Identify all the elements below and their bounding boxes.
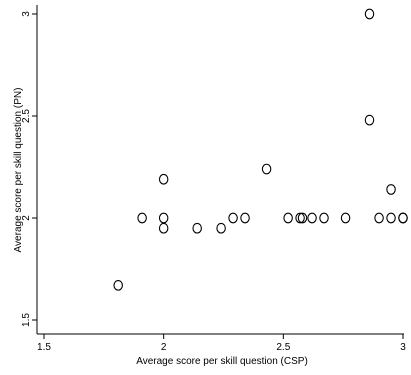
data-point bbox=[192, 222, 202, 234]
data-point bbox=[319, 212, 329, 224]
data-point bbox=[364, 8, 375, 20]
data-point bbox=[283, 212, 293, 224]
data-point bbox=[295, 212, 305, 224]
x-axis-title: Average score per skill question (CSP) bbox=[136, 356, 308, 367]
y-axis: 1.5 2 2.5 3 bbox=[21, 5, 38, 334]
data-point bbox=[386, 184, 396, 195]
data-point bbox=[240, 212, 250, 224]
data-point bbox=[228, 212, 238, 224]
y-tick-label: 3 bbox=[21, 11, 32, 17]
data-point bbox=[374, 212, 384, 224]
x-tick-label: 1.5 bbox=[37, 342, 51, 353]
data-point bbox=[386, 212, 396, 224]
data-point bbox=[261, 163, 272, 175]
y-axis-title: Average score per skill question (PN) bbox=[13, 88, 24, 253]
y-tick-label: 2.5 bbox=[21, 109, 32, 123]
x-axis: 1.5 2 2.5 3 bbox=[37, 333, 406, 353]
data-point bbox=[158, 173, 169, 185]
data-point bbox=[297, 212, 308, 224]
points-layer bbox=[113, 8, 408, 291]
data-point bbox=[137, 212, 147, 224]
data-point bbox=[158, 222, 169, 234]
data-point bbox=[307, 212, 317, 224]
data-point bbox=[364, 114, 375, 126]
data-point bbox=[158, 212, 169, 224]
data-point bbox=[113, 279, 123, 291]
x-tick-label: 2.5 bbox=[276, 342, 290, 353]
y-tick-label: 1.5 bbox=[21, 313, 32, 327]
data-point bbox=[216, 222, 226, 234]
x-tick-label: 3 bbox=[400, 342, 406, 353]
data-point bbox=[398, 212, 408, 224]
x-tick-label: 2 bbox=[161, 342, 167, 353]
data-point bbox=[340, 212, 351, 224]
y-tick-label: 2 bbox=[21, 215, 32, 221]
